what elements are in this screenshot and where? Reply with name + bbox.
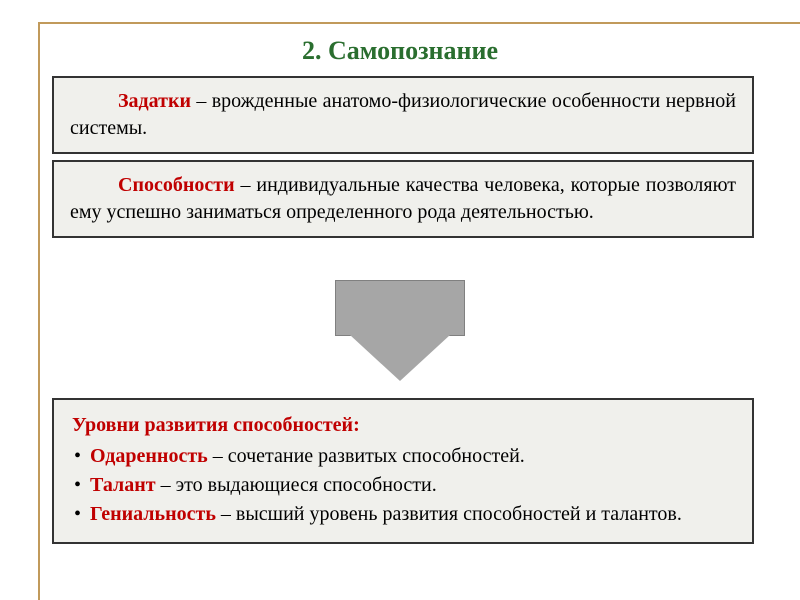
text-odarennost: – сочетание развитых способностей.	[208, 445, 525, 467]
text-genialnost: – высший уровень развития способностей и…	[216, 503, 682, 525]
term-zadatki: Задатки	[118, 90, 191, 112]
levels-list: Одаренность – сочетание развитых способн…	[72, 443, 734, 528]
term-sposobnosti: Способности	[118, 174, 235, 196]
term-genialnost: Гениальность	[90, 503, 216, 525]
levels-heading: Уровни развития способностей:	[72, 412, 734, 439]
definition-box-sposobnosti: Способности – индивидуальные качества че…	[52, 160, 754, 238]
levels-box: Уровни развития способностей: Одаренност…	[52, 398, 754, 544]
list-item: Гениальность – высший уровень развития с…	[72, 501, 734, 528]
text-talant: – это выдающиеся способности.	[156, 474, 437, 496]
down-arrow	[305, 280, 495, 390]
arrow-head-icon	[350, 335, 450, 381]
term-talant: Талант	[90, 474, 156, 496]
frame-top-border	[38, 22, 800, 24]
list-item: Одаренность – сочетание развитых способн…	[72, 443, 734, 470]
frame-left-border	[38, 22, 40, 600]
arrow-shaft	[335, 280, 465, 336]
definition-box-zadatki: Задатки – врожденные анатомо-физиологиче…	[52, 76, 754, 154]
list-item: Талант – это выдающиеся способности.	[72, 472, 734, 499]
slide-title: 2. Самопознание	[0, 36, 800, 66]
term-odarennost: Одаренность	[90, 445, 208, 467]
